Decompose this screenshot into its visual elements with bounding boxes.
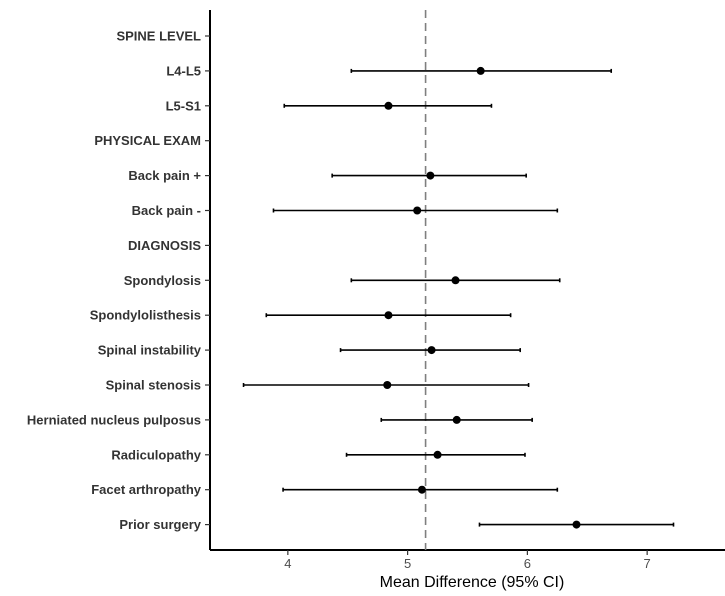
y-label-prior-surgery: Prior surgery [119, 517, 201, 532]
y-label-l4-l5: L4-L5 [166, 63, 201, 78]
y-label-spine-level: SPINE LEVEL [116, 29, 201, 44]
y-label-herniated-nucleus-pulposus: Herniated nucleus pulposus [27, 412, 201, 427]
x-tick-label-4: 4 [284, 556, 291, 571]
y-label-back-pain: Back pain + [128, 168, 201, 183]
point-estimate-facet-arthropathy [417, 485, 426, 494]
y-label-spinal-stenosis: Spinal stenosis [106, 378, 201, 393]
point-estimate-herniated-nucleus-pulposus [452, 415, 461, 424]
point-estimate-l5-s1 [384, 101, 393, 110]
y-label-facet-arthropathy: Facet arthropathy [91, 482, 202, 497]
point-estimate-l4-l5 [476, 66, 485, 75]
y-label-spinal-instability: Spinal instability [98, 343, 202, 358]
point-estimate-back-pain [426, 171, 435, 180]
x-tick-label-7: 7 [644, 556, 651, 571]
rows-layer: SPINE LEVEL L4-L5 L5-S1 PHYSICAL EXAM Back p… [27, 29, 675, 532]
x-axis-title: Mean Difference (95% CI) [380, 574, 565, 591]
x-tick-label-6: 6 [524, 556, 531, 571]
point-estimate-prior-surgery [572, 520, 581, 529]
y-label-spondylolisthesis: Spondylolisthesis [90, 308, 201, 323]
point-estimate-spinal-instability [427, 346, 436, 355]
point-estimate-back-pain [413, 206, 422, 215]
y-label-physical-exam: PHYSICAL EXAM [94, 133, 201, 148]
x-tick-label-5: 5 [404, 556, 411, 571]
y-label-back-pain: Back pain - [132, 203, 201, 218]
point-estimate-spondylolisthesis [384, 311, 393, 320]
point-estimate-spondylosis [451, 276, 460, 285]
y-label-diagnosis: DIAGNOSIS [128, 238, 201, 253]
point-estimate-spinal-stenosis [383, 381, 392, 389]
x-ticks-layer: 4 5 6 7 [284, 550, 651, 571]
y-label-spondylosis: Spondylosis [124, 273, 201, 288]
y-label-radiculopathy: Radiculopathy [111, 447, 201, 462]
y-label-l5-s1: L5-S1 [166, 98, 201, 113]
point-estimate-radiculopathy [433, 450, 442, 459]
